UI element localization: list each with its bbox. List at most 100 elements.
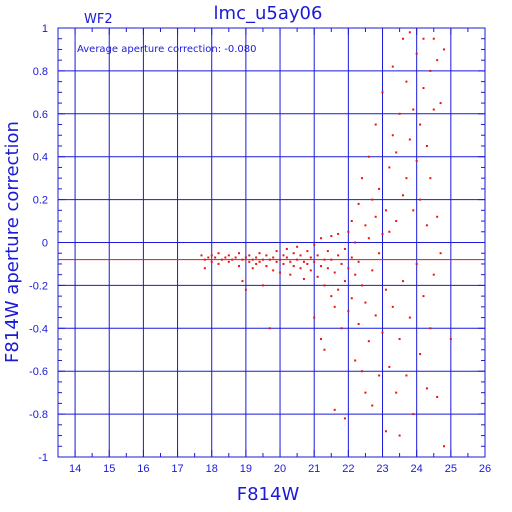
- data-point: [415, 159, 418, 162]
- data-point: [367, 237, 370, 240]
- data-point: [364, 391, 367, 394]
- data-point: [210, 254, 213, 257]
- data-point: [248, 260, 251, 263]
- data-point: [285, 247, 288, 250]
- data-point: [415, 262, 418, 265]
- data-point: [436, 395, 439, 398]
- data-point: [323, 348, 326, 351]
- data-point: [378, 187, 381, 190]
- data-point: [354, 359, 357, 362]
- data-point: [388, 166, 391, 169]
- data-point: [395, 151, 398, 154]
- data-point: [402, 37, 405, 40]
- data-point: [255, 262, 258, 265]
- data-point: [388, 230, 391, 233]
- data-point: [395, 391, 398, 394]
- x-tick-label: 16: [137, 463, 149, 475]
- data-point: [302, 260, 305, 263]
- data-point: [381, 91, 384, 94]
- data-point: [429, 177, 432, 180]
- tick-marks: [57, 27, 486, 458]
- data-point: [347, 230, 350, 233]
- data-point: [313, 316, 316, 319]
- data-point: [405, 80, 408, 83]
- data-point: [425, 387, 428, 390]
- data-point: [367, 155, 370, 158]
- data-point: [330, 295, 333, 298]
- average-annotation: Average aperture correction: -0.080: [77, 44, 257, 55]
- data-point: [436, 215, 439, 218]
- chart-title: lmc_u5ay06: [214, 3, 323, 24]
- data-point: [217, 252, 220, 255]
- data-point: [244, 288, 247, 291]
- data-point: [275, 260, 278, 263]
- y-tick-label: 0.6: [33, 109, 48, 121]
- x-tick-label: 23: [376, 463, 388, 475]
- data-points: [200, 31, 452, 448]
- data-point: [255, 256, 258, 259]
- data-point: [320, 338, 323, 341]
- data-point: [384, 430, 387, 433]
- data-point: [371, 269, 374, 272]
- y-tick-label: 0.8: [33, 66, 48, 78]
- data-point: [244, 256, 247, 259]
- data-point: [238, 252, 241, 255]
- data-point: [432, 273, 435, 276]
- data-point: [227, 260, 230, 263]
- data-point: [333, 271, 336, 274]
- data-point: [429, 69, 432, 72]
- data-point: [381, 232, 384, 235]
- data-point: [279, 271, 282, 274]
- data-point: [302, 277, 305, 280]
- x-tick-label: 21: [308, 463, 320, 475]
- data-point: [200, 254, 203, 257]
- data-point: [405, 374, 408, 377]
- y-tick-label: -0.6: [29, 366, 48, 378]
- data-point: [419, 353, 422, 356]
- data-point: [357, 323, 360, 326]
- data-point: [408, 31, 411, 34]
- data-point: [207, 256, 210, 259]
- data-point: [333, 408, 336, 411]
- x-tick-label: 15: [103, 463, 115, 475]
- data-point: [306, 262, 309, 265]
- data-point: [415, 52, 418, 55]
- data-point: [337, 288, 340, 291]
- data-point: [432, 37, 435, 40]
- data-point: [357, 260, 360, 263]
- data-point: [258, 252, 261, 255]
- data-point: [289, 260, 292, 263]
- y-tick-label: 0.2: [33, 195, 48, 207]
- data-point: [299, 254, 302, 257]
- data-point: [443, 48, 446, 51]
- data-point: [364, 301, 367, 304]
- data-point: [241, 280, 244, 283]
- data-point: [361, 284, 364, 287]
- data-point: [238, 265, 241, 268]
- data-point: [272, 256, 275, 259]
- y-tick-label: 0.4: [33, 152, 48, 164]
- data-point: [272, 269, 275, 272]
- data-point: [439, 252, 442, 255]
- data-point: [429, 327, 432, 330]
- data-point: [367, 340, 370, 343]
- data-point: [282, 262, 285, 265]
- data-point: [299, 267, 302, 270]
- data-point: [210, 260, 213, 263]
- y-axis-label: F814W aperture correction: [2, 121, 23, 363]
- data-point: [214, 256, 217, 259]
- data-point: [402, 194, 405, 197]
- x-tick-label: 24: [411, 463, 423, 475]
- data-point: [395, 220, 398, 223]
- y-tick-label: -0.4: [29, 323, 48, 335]
- data-point: [361, 370, 364, 373]
- data-point: [419, 198, 422, 201]
- data-point: [289, 273, 292, 276]
- data-point: [320, 237, 323, 240]
- data-point: [350, 256, 353, 259]
- data-point: [268, 327, 271, 330]
- data-point: [337, 254, 340, 257]
- data-point: [227, 254, 230, 257]
